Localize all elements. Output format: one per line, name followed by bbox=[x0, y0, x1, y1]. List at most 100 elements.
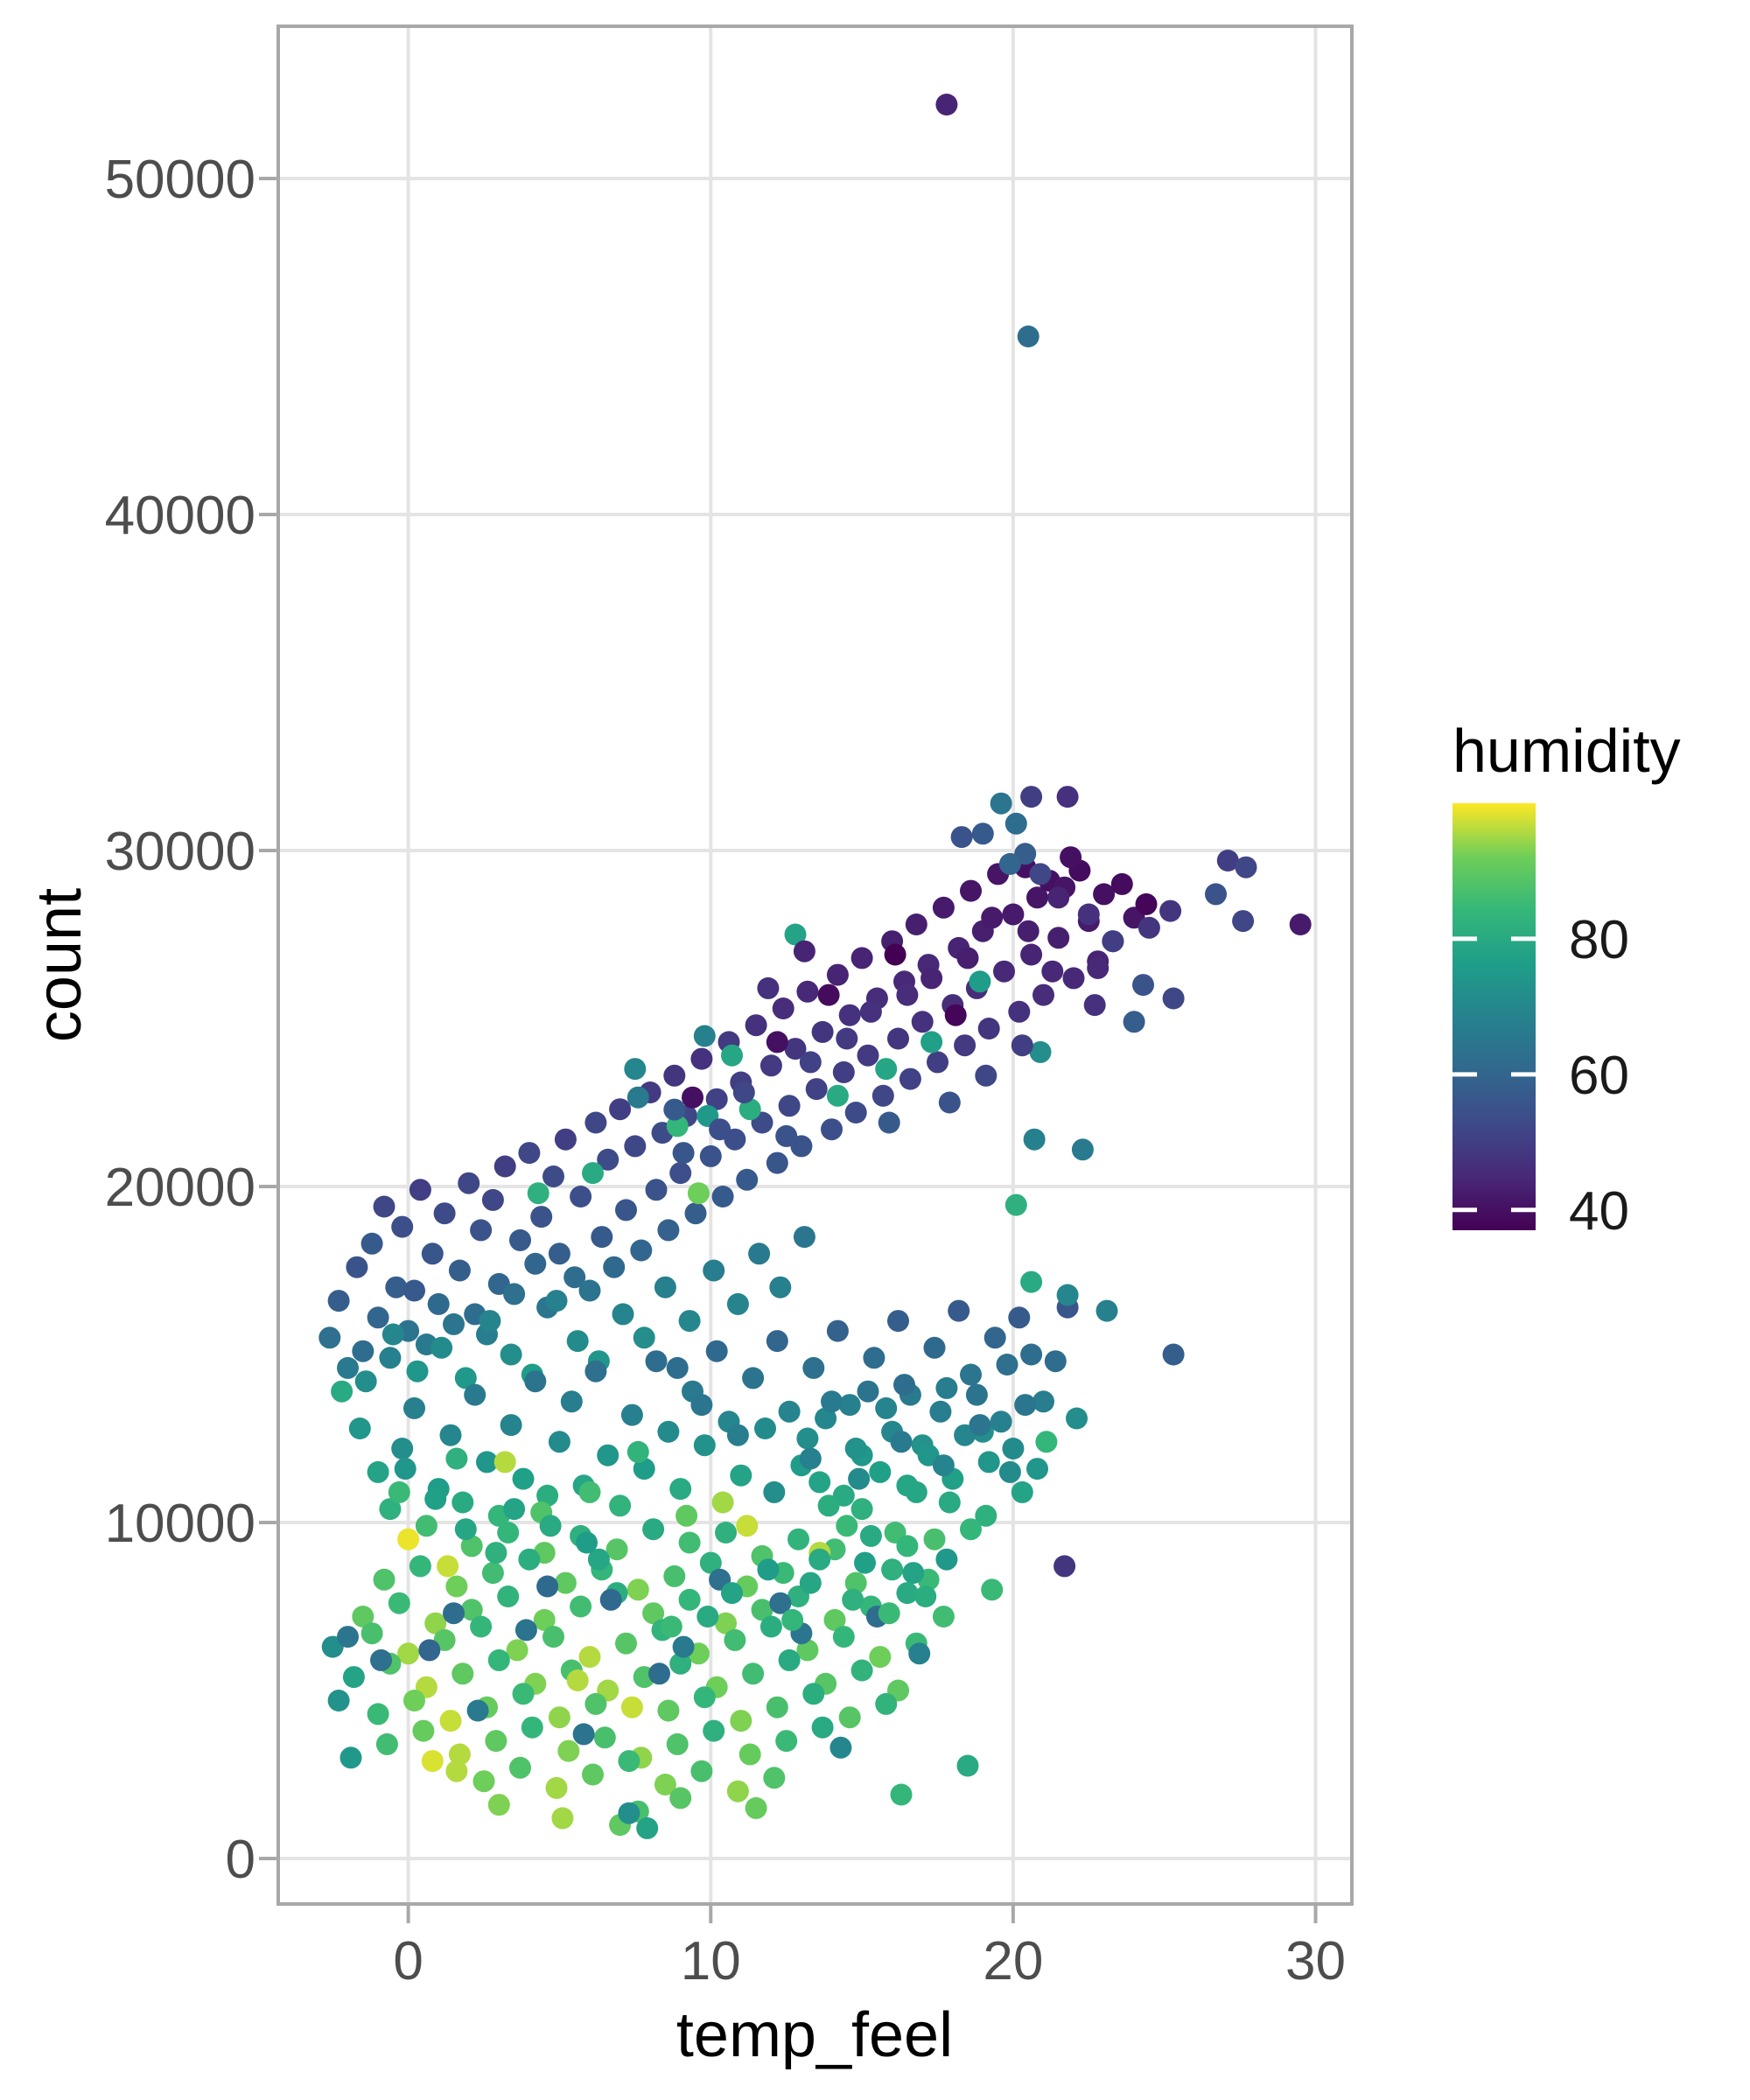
data-point bbox=[648, 1662, 670, 1685]
data-point bbox=[1132, 974, 1154, 997]
data-point bbox=[896, 1582, 919, 1605]
data-point bbox=[850, 1498, 873, 1521]
data-point bbox=[470, 1615, 493, 1638]
data-point bbox=[766, 1696, 788, 1718]
x-axis-tick-marks bbox=[406, 1904, 1318, 1923]
data-point bbox=[327, 1290, 350, 1312]
data-point bbox=[466, 1699, 489, 1722]
data-point bbox=[576, 1531, 598, 1554]
x-tick-label: 20 bbox=[983, 1931, 1043, 1992]
data-point bbox=[337, 1356, 359, 1379]
data-point bbox=[391, 1215, 414, 1238]
data-point bbox=[793, 940, 816, 962]
data-point bbox=[636, 1816, 659, 1839]
data-point bbox=[554, 1128, 577, 1151]
data-point bbox=[548, 1242, 570, 1265]
data-point bbox=[938, 1491, 961, 1514]
data-point bbox=[726, 1780, 749, 1802]
data-point bbox=[1029, 1040, 1052, 1063]
data-point bbox=[848, 1467, 871, 1490]
data-point bbox=[564, 1266, 586, 1289]
data-point bbox=[391, 1438, 414, 1460]
data-point bbox=[618, 1750, 640, 1773]
data-point bbox=[388, 1480, 410, 1503]
data-point bbox=[397, 1528, 420, 1550]
data-point bbox=[721, 1582, 743, 1605]
data-point bbox=[911, 1011, 934, 1033]
data-point bbox=[624, 1135, 647, 1158]
data-point bbox=[331, 1380, 354, 1403]
data-point bbox=[1004, 812, 1027, 835]
data-point bbox=[682, 1086, 704, 1109]
data-point bbox=[726, 1424, 749, 1446]
data-point bbox=[998, 1460, 1021, 1483]
data-point bbox=[572, 1723, 595, 1746]
data-point bbox=[863, 1347, 886, 1369]
data-point bbox=[346, 1256, 368, 1278]
data-point bbox=[382, 1323, 404, 1346]
data-point bbox=[799, 1447, 822, 1470]
data-point bbox=[1062, 967, 1085, 990]
data-point bbox=[476, 1451, 498, 1474]
data-point bbox=[524, 1370, 547, 1393]
data-point bbox=[587, 1548, 610, 1571]
data-point bbox=[817, 984, 840, 1006]
data-point bbox=[599, 1588, 622, 1611]
data-point bbox=[657, 1420, 680, 1443]
data-point bbox=[521, 1716, 543, 1739]
data-point bbox=[454, 1518, 477, 1541]
data-point bbox=[836, 1515, 858, 1537]
data-point bbox=[597, 1148, 620, 1171]
data-point bbox=[811, 1716, 834, 1739]
data-point bbox=[769, 1276, 792, 1298]
data-point bbox=[1096, 1299, 1118, 1322]
data-point bbox=[672, 1142, 695, 1165]
data-point bbox=[772, 998, 794, 1019]
data-point bbox=[1216, 850, 1239, 872]
data-point bbox=[838, 1706, 861, 1729]
data-point bbox=[430, 1336, 453, 1359]
data-point bbox=[920, 967, 943, 990]
data-point bbox=[633, 1326, 655, 1349]
data-point bbox=[932, 1454, 955, 1477]
data-point bbox=[884, 943, 906, 966]
data-point bbox=[1041, 960, 1064, 983]
data-point bbox=[751, 1599, 774, 1621]
data-point bbox=[620, 1404, 643, 1426]
data-point bbox=[981, 906, 1004, 929]
data-point bbox=[730, 1464, 752, 1487]
data-point bbox=[388, 1592, 410, 1614]
data-point bbox=[518, 1548, 541, 1571]
data-point bbox=[318, 1326, 341, 1349]
data-point bbox=[1162, 987, 1185, 1010]
data-point bbox=[1159, 900, 1182, 922]
data-point bbox=[748, 1242, 771, 1265]
data-point bbox=[337, 1626, 359, 1648]
data-point bbox=[857, 1044, 879, 1067]
data-point bbox=[551, 1807, 574, 1830]
data-point bbox=[485, 1542, 508, 1564]
data-point bbox=[832, 1626, 855, 1648]
data-point bbox=[548, 1431, 570, 1453]
data-point bbox=[878, 1602, 900, 1625]
data-point bbox=[1205, 883, 1227, 906]
legend-colorbar bbox=[1452, 803, 1536, 1230]
data-point bbox=[327, 1690, 350, 1712]
data-point bbox=[620, 1696, 643, 1718]
data-point bbox=[690, 1394, 713, 1417]
data-point bbox=[788, 1528, 809, 1550]
data-point bbox=[514, 1619, 537, 1642]
data-point bbox=[684, 1202, 707, 1225]
data-point bbox=[850, 947, 873, 970]
data-point bbox=[554, 1572, 577, 1594]
data-point bbox=[494, 1155, 516, 1178]
data-point bbox=[578, 1279, 601, 1302]
data-point bbox=[902, 1562, 925, 1585]
data-point bbox=[1020, 1343, 1043, 1366]
data-point bbox=[844, 1102, 867, 1124]
data-point bbox=[763, 1480, 786, 1503]
data-point bbox=[1066, 1407, 1088, 1430]
data-point bbox=[896, 984, 919, 1006]
data-point bbox=[1060, 846, 1082, 869]
data-point bbox=[1035, 1431, 1058, 1453]
